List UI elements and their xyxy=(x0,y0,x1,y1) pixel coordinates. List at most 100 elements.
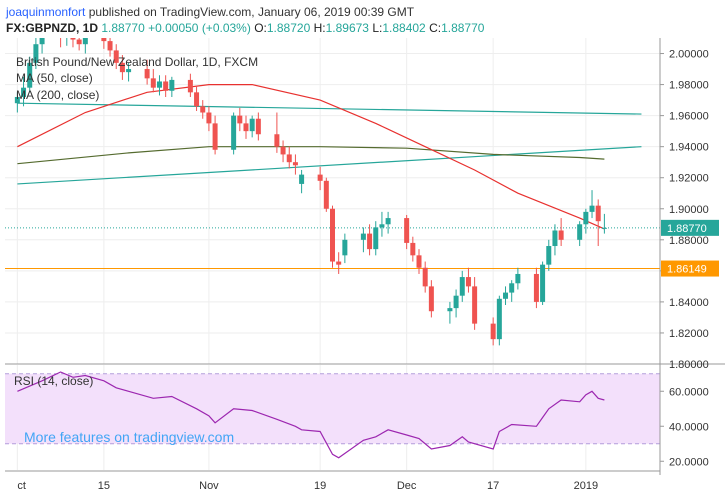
candle-body xyxy=(601,227,607,229)
candle xyxy=(515,267,521,290)
candle xyxy=(150,69,156,93)
candle-body xyxy=(82,38,88,45)
candle xyxy=(243,115,249,139)
candle-body xyxy=(58,35,63,38)
price-tick-label: 1.96000 xyxy=(669,111,709,123)
publish-line: joaquinmonfort published on TradingView.… xyxy=(6,5,414,19)
candle xyxy=(58,35,63,48)
candle-body xyxy=(274,134,280,147)
candle-body xyxy=(101,38,107,42)
candle xyxy=(206,106,212,132)
ma50-legend: MA (50, close) xyxy=(16,71,93,85)
close-label: C: xyxy=(429,21,442,35)
price-tick-label: 1.92000 xyxy=(669,173,709,185)
candle-body xyxy=(490,323,496,340)
candle-body xyxy=(39,38,45,45)
candle-body xyxy=(496,298,502,340)
candle xyxy=(422,261,428,293)
candle-body xyxy=(255,118,261,135)
candle xyxy=(156,75,162,96)
price-tick-label: 1.98000 xyxy=(669,80,709,92)
candle-body xyxy=(509,283,515,293)
candle-body xyxy=(64,33,69,38)
candle xyxy=(126,62,132,82)
candle-body xyxy=(330,208,335,262)
candle xyxy=(169,76,175,97)
candle-body xyxy=(360,233,366,240)
candle-body xyxy=(280,146,286,155)
candle xyxy=(546,239,552,271)
candle xyxy=(577,221,583,247)
candle-body xyxy=(70,38,76,40)
price-tick-label: 1.84000 xyxy=(669,297,709,309)
candle-body xyxy=(194,92,200,107)
candle xyxy=(595,199,601,247)
open-value: 1.88720 xyxy=(266,21,311,35)
candle-body xyxy=(385,218,391,225)
candle xyxy=(367,224,373,256)
last-price-tag: 1.88770 xyxy=(661,219,719,236)
candle-body xyxy=(367,233,373,250)
candle xyxy=(496,295,502,346)
candle-body xyxy=(231,115,237,150)
rsi-band xyxy=(5,373,660,445)
candle xyxy=(336,252,342,274)
candle-body xyxy=(589,205,595,212)
candle xyxy=(533,267,539,309)
trendline xyxy=(17,146,642,185)
support-price-tag: 1.86149 xyxy=(661,260,719,277)
candle xyxy=(39,38,45,54)
candle-body xyxy=(336,261,342,265)
candle-body xyxy=(187,79,193,93)
close-value: 1.88770 xyxy=(441,21,485,35)
low-value: 1.88402 xyxy=(382,21,426,35)
candle-body xyxy=(546,246,552,265)
candle xyxy=(280,140,286,163)
candle-body xyxy=(150,78,156,88)
candle xyxy=(589,190,595,219)
author-link[interactable]: joaquinmonfort xyxy=(6,5,86,19)
last-price-tag-text: 1.88770 xyxy=(667,223,707,235)
rsi-tick-label: 60.0000 xyxy=(669,386,709,398)
candle xyxy=(410,236,416,262)
candle-body xyxy=(323,180,329,209)
candle-body xyxy=(33,44,39,63)
candle-body xyxy=(595,205,601,222)
support-price-tag-text: 1.86149 xyxy=(667,264,707,276)
candle xyxy=(385,211,391,234)
candle xyxy=(200,100,206,119)
watermark-text[interactable]: More features on tradingview.com xyxy=(24,429,234,445)
candle xyxy=(342,233,348,264)
candle xyxy=(447,301,453,324)
candle xyxy=(379,211,385,237)
candle-body xyxy=(212,123,218,150)
candle xyxy=(249,115,255,138)
candle xyxy=(144,59,150,85)
candle xyxy=(509,280,515,302)
candle xyxy=(292,154,298,175)
candle-body xyxy=(422,267,428,287)
candle-body xyxy=(107,41,113,51)
last-price: 1.88770 xyxy=(101,21,145,35)
candle xyxy=(428,280,434,318)
candle-body xyxy=(552,230,558,247)
open-label: O: xyxy=(254,21,267,35)
rsi-pane[interactable] xyxy=(17,371,605,459)
candle xyxy=(107,38,113,57)
candle-body xyxy=(237,115,243,124)
candle-body xyxy=(249,118,255,132)
candle xyxy=(404,214,410,250)
candle xyxy=(33,38,39,70)
trendline xyxy=(17,102,642,115)
price-pane[interactable] xyxy=(5,26,660,346)
candle-body xyxy=(113,50,119,63)
candle-body xyxy=(379,224,385,228)
time-tick-label: Nov xyxy=(199,480,219,492)
axes: 2.00000 1.98000 1.96000 1.94000 1.92000 1.900… xyxy=(5,38,725,492)
price-tick-label: 1.82000 xyxy=(669,328,709,340)
candle-body xyxy=(428,286,434,312)
candle-body xyxy=(169,79,175,91)
time-tick-label: 15 xyxy=(98,480,110,492)
time-tick-label: 17 xyxy=(487,480,499,492)
